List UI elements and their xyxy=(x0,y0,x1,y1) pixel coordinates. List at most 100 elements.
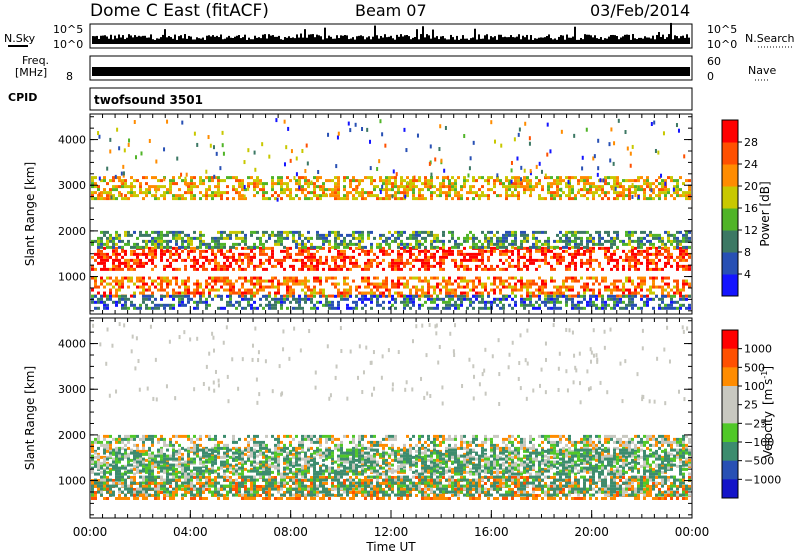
power-cell xyxy=(589,252,592,256)
nsky-bar xyxy=(542,37,544,44)
power-cell xyxy=(304,291,307,295)
power-cell xyxy=(511,233,514,237)
velocity-cell xyxy=(226,446,229,450)
power-cell xyxy=(616,267,619,271)
power-cell xyxy=(271,276,274,280)
power-cell xyxy=(208,294,211,298)
power-cell xyxy=(544,197,547,201)
power-cell xyxy=(454,294,457,298)
nsky-bar xyxy=(218,37,220,44)
velocity-cell xyxy=(286,434,289,438)
power-cell xyxy=(241,194,244,198)
power-cell xyxy=(151,267,154,271)
power-cell xyxy=(634,267,637,271)
power-cell xyxy=(346,276,349,280)
power-cell xyxy=(610,294,613,298)
power-cell xyxy=(142,245,145,249)
power-cell xyxy=(109,282,112,286)
nsky-bar xyxy=(396,34,398,44)
power-cell xyxy=(616,245,619,249)
power-cell xyxy=(400,258,403,262)
power-cell xyxy=(583,194,586,198)
power-cell xyxy=(238,291,241,295)
velocity-cell xyxy=(250,437,253,441)
power-cell xyxy=(592,246,595,250)
power-cell xyxy=(361,297,364,301)
power-cell xyxy=(472,258,475,262)
power-cell xyxy=(226,185,229,189)
power-cell xyxy=(670,239,673,243)
power-cell xyxy=(277,285,280,289)
power-cell xyxy=(613,297,616,301)
power-cell xyxy=(658,191,661,195)
power-cell xyxy=(148,297,151,301)
power-cell xyxy=(124,264,127,268)
power-cell xyxy=(391,188,394,192)
nsky-bar xyxy=(366,37,368,44)
power-cell xyxy=(304,194,307,198)
power-cell xyxy=(679,291,682,295)
power-cell xyxy=(409,249,412,253)
velocity-cell xyxy=(367,440,370,444)
power-cell xyxy=(517,255,520,259)
power-cell xyxy=(388,291,391,295)
power-cell xyxy=(649,252,652,256)
power-cell xyxy=(565,285,568,289)
nsky-bar xyxy=(514,37,516,44)
velocity-cell xyxy=(259,443,262,447)
power-cell xyxy=(631,282,634,286)
power-cell xyxy=(685,282,688,286)
power-cell xyxy=(637,252,640,256)
power-cell xyxy=(382,300,385,304)
power-cell xyxy=(418,306,421,310)
power-cell xyxy=(439,191,442,195)
power-cell xyxy=(421,242,424,246)
nsky-bar xyxy=(506,37,508,44)
nsky-bar xyxy=(320,36,322,44)
power-cell xyxy=(637,185,640,190)
power-cell xyxy=(436,233,439,237)
power-cell xyxy=(232,303,235,307)
power-cell xyxy=(415,294,418,298)
power-cell xyxy=(358,233,361,237)
power-cell xyxy=(334,282,337,286)
power-cell xyxy=(478,197,481,201)
power-cell xyxy=(343,264,346,268)
power-cell xyxy=(634,303,637,307)
power-cell xyxy=(136,276,139,280)
power-cell xyxy=(468,166,471,171)
power-cell xyxy=(418,233,421,237)
nsky-bar xyxy=(98,38,100,44)
power-cell xyxy=(110,195,113,200)
power-cell xyxy=(430,239,433,243)
power-cell xyxy=(115,291,118,295)
power-cell xyxy=(394,239,397,243)
velocity-cell xyxy=(256,434,259,438)
power-cell xyxy=(397,252,400,256)
power-cell xyxy=(661,191,664,195)
power-cell xyxy=(547,306,550,310)
power-cell xyxy=(607,294,610,298)
power-cell xyxy=(355,179,358,183)
power-cell xyxy=(511,252,514,256)
power-cell xyxy=(553,182,556,186)
nsky-bar xyxy=(562,35,564,44)
power-cell xyxy=(229,282,232,286)
nsky-bar xyxy=(388,36,390,44)
power-cell xyxy=(283,236,286,240)
nsky-bar xyxy=(432,29,434,44)
power-cell xyxy=(286,182,289,186)
power-cell xyxy=(661,179,664,183)
power-cell xyxy=(226,282,229,286)
power-cell xyxy=(295,156,298,161)
power-cell xyxy=(466,279,469,283)
power-cell xyxy=(286,288,289,292)
power-cell xyxy=(424,300,427,304)
power-cell xyxy=(466,282,469,286)
power-cell xyxy=(496,179,499,183)
power-cell xyxy=(487,242,490,246)
power-cell xyxy=(493,182,496,186)
power-cell xyxy=(208,282,211,286)
power-cell xyxy=(508,261,511,265)
power-cell xyxy=(472,282,475,286)
